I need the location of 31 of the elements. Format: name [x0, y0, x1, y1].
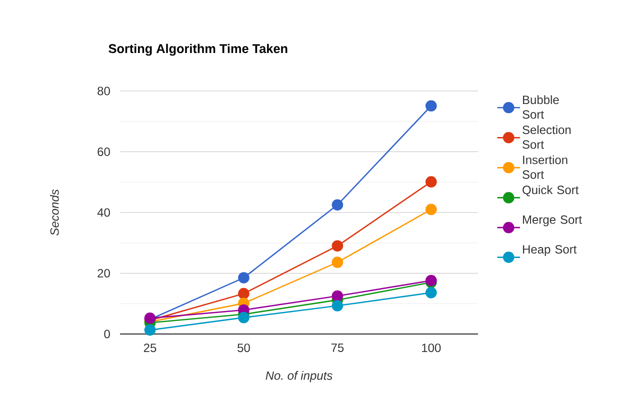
point [332, 290, 344, 302]
y-tick-label: 20 [98, 268, 110, 278]
legend-label: Selection Sort [522, 125, 571, 149]
y-tick-label: 80 [98, 86, 110, 96]
y-axis-title: Seconds [50, 189, 59, 236]
x-tick-label: 50 [238, 344, 250, 352]
point [332, 240, 344, 252]
legend-label: Bubble Sort [522, 95, 559, 119]
y-tick-label: 40 [97, 208, 110, 217]
x-tick-label: 25 [144, 344, 156, 352]
chart-title: Sorting Algorithm Time Taken [108, 44, 288, 56]
legend-label: Quick Sort [522, 185, 579, 196]
x-tick-label: 75 [331, 344, 344, 352]
legend-label: Merge Sort [523, 215, 582, 226]
point [425, 287, 437, 298]
y-tick-label: 60 [98, 147, 110, 156]
point [144, 324, 156, 336]
legend-label: Heap Sort [523, 245, 577, 256]
point [238, 288, 250, 300]
y-tick-label: 0 [104, 330, 110, 338]
point [425, 204, 437, 216]
point [425, 176, 437, 188]
point [238, 272, 250, 284]
point [425, 100, 437, 112]
x-tick-label: 100 [422, 344, 441, 352]
legend-label: Insertion Sort [522, 155, 568, 179]
x-axis-title: No. of inputs [266, 371, 332, 382]
point [332, 300, 344, 312]
point [332, 256, 344, 268]
point [332, 199, 344, 211]
point [238, 312, 250, 324]
